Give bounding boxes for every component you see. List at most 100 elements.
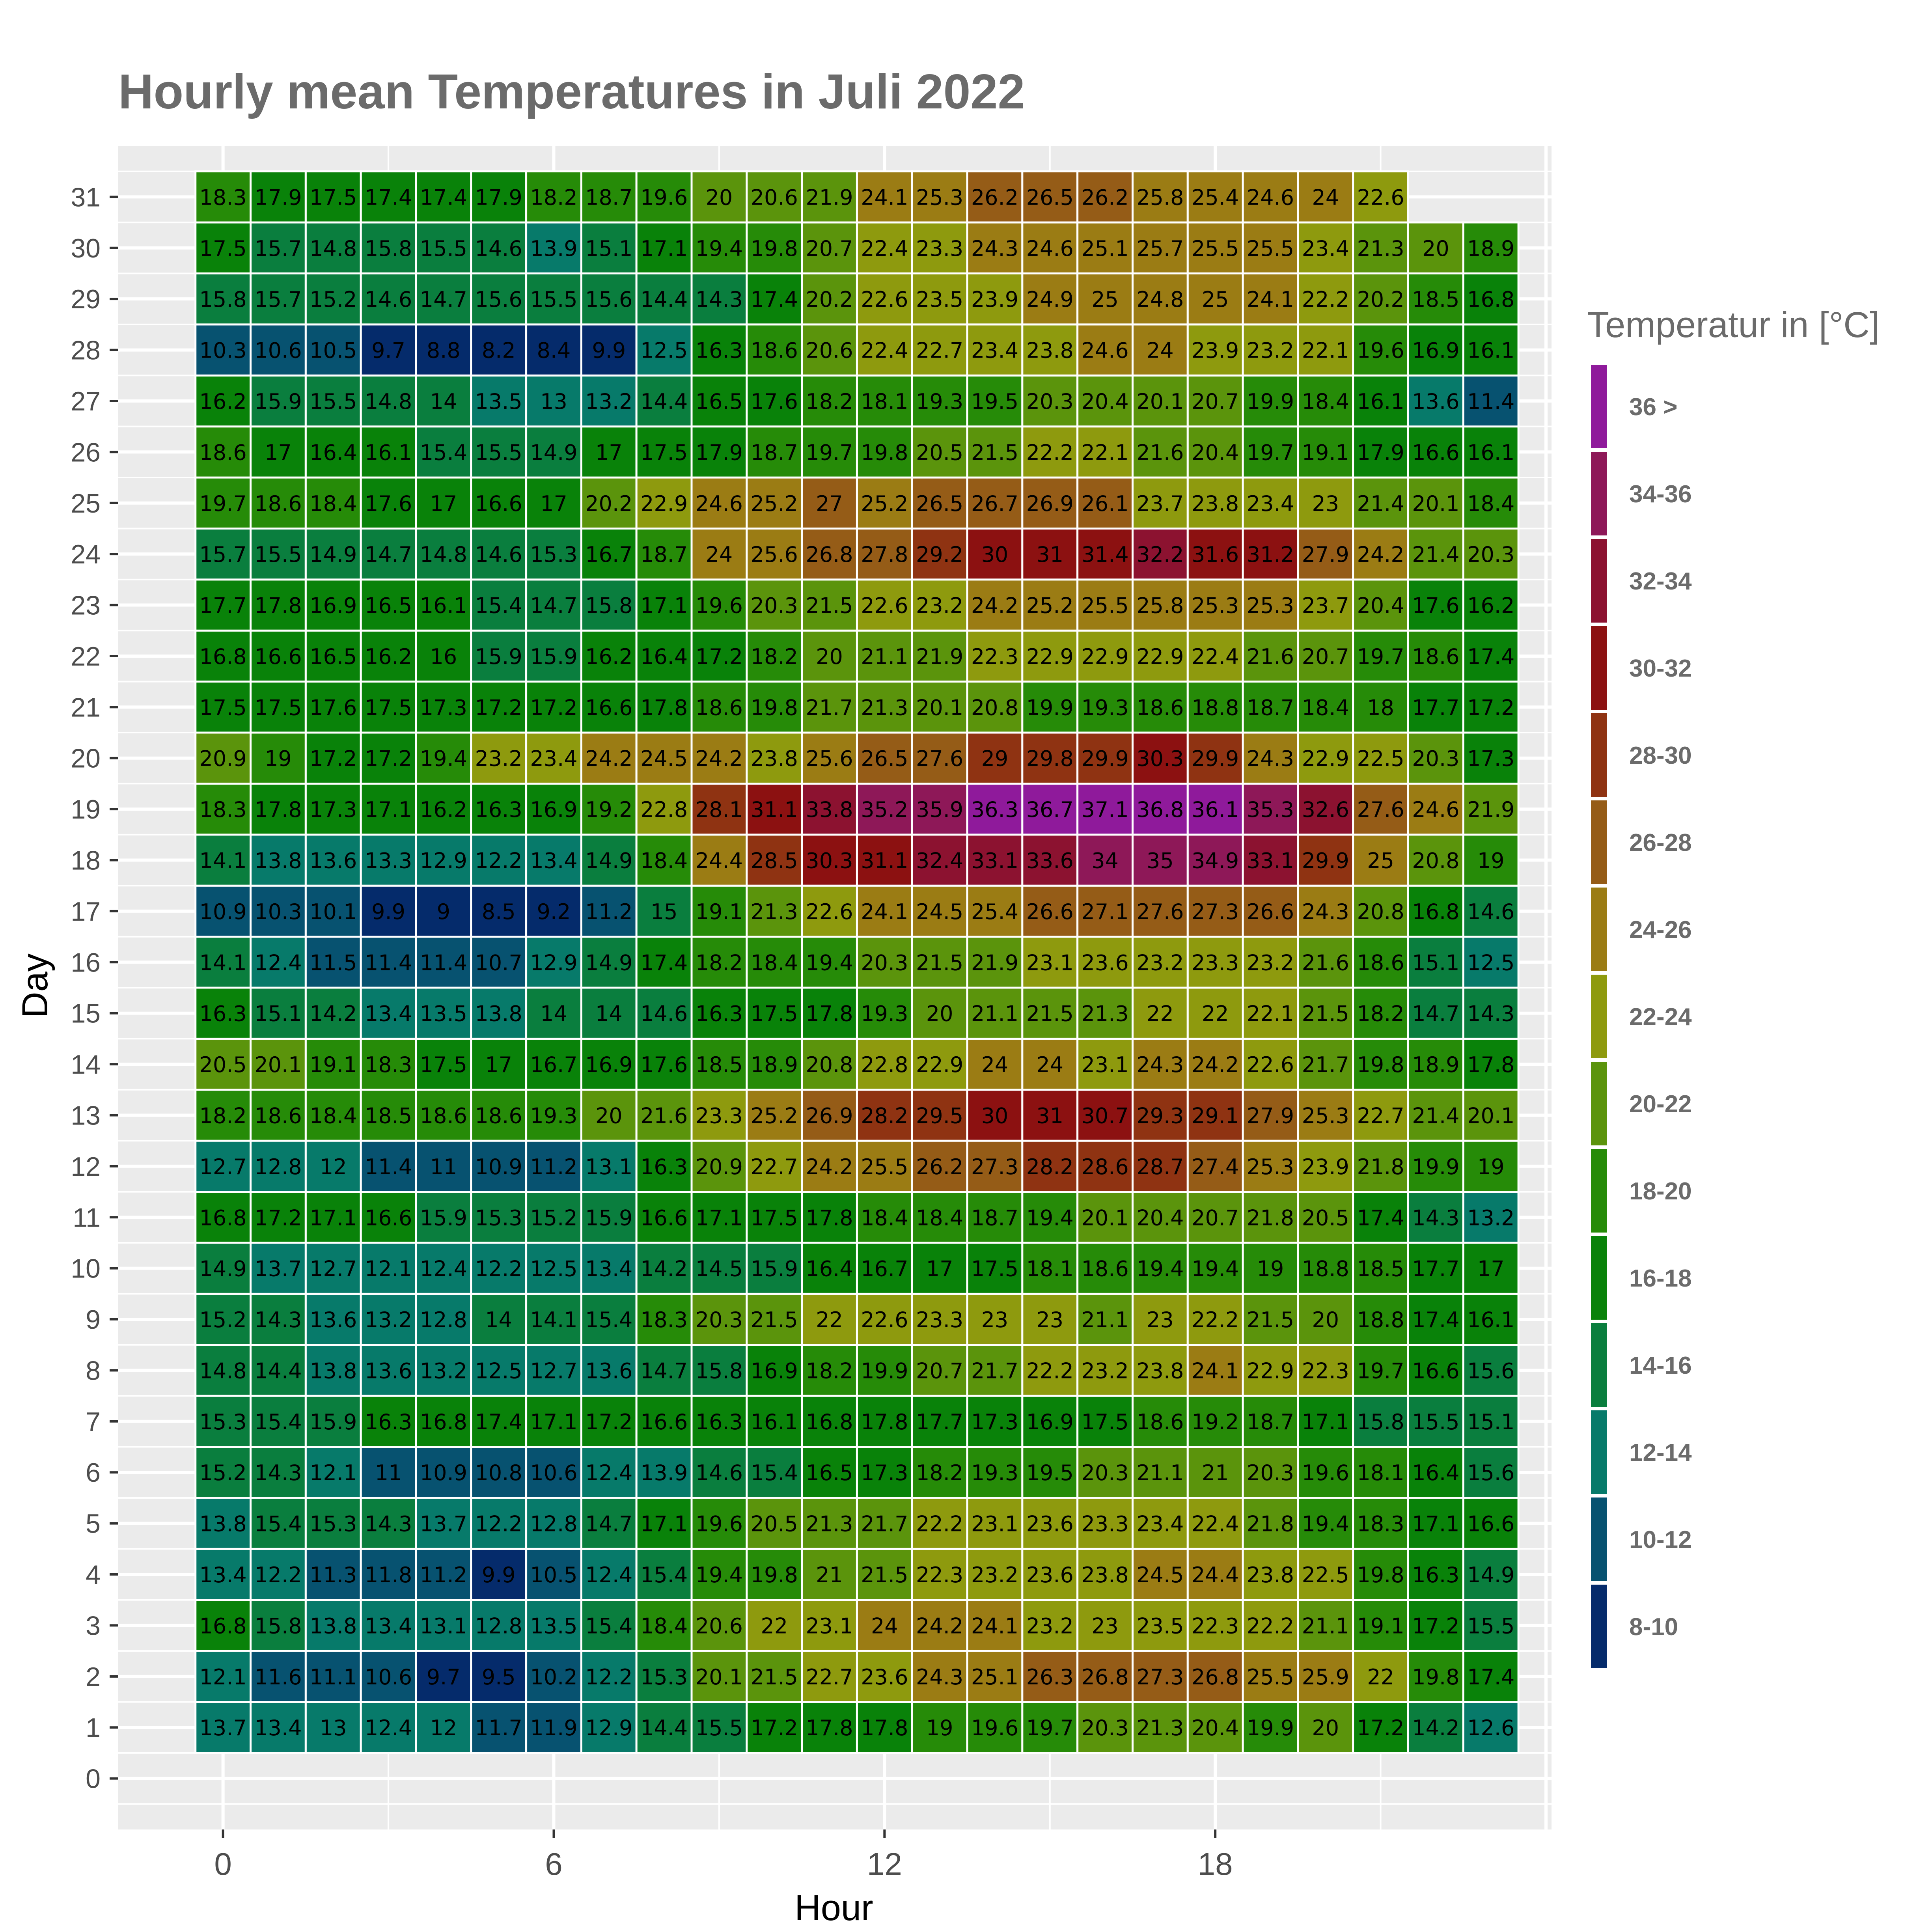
- cell-value-label: 15.1: [585, 236, 632, 261]
- cell-value-label: 20.3: [696, 1307, 743, 1332]
- cell-value-label: 25.3: [1247, 1154, 1294, 1179]
- cell-value-label: 20.7: [1192, 1205, 1239, 1230]
- legend-swatch: [1591, 975, 1607, 1058]
- cell-value-label: 15.5: [1467, 1613, 1514, 1638]
- cell-value-label: 10.3: [254, 899, 302, 924]
- cell-value-label: 22.2: [1247, 1613, 1294, 1638]
- cell-value-label: 20.1: [696, 1665, 743, 1690]
- cell-value-label: 18.9: [1467, 236, 1514, 261]
- cell-value-label: 22.9: [1026, 644, 1074, 669]
- cell-value-label: 8.5: [482, 899, 516, 924]
- cell-value-label: 18.4: [640, 1613, 688, 1638]
- cell-value-label: 14.6: [1467, 899, 1514, 924]
- cell-value-label: 20.4: [1192, 1716, 1239, 1740]
- cell-value-label: 16.4: [640, 644, 688, 669]
- cell-value-label: 13.9: [530, 236, 577, 261]
- cell-value-label: 25.2: [1026, 593, 1074, 618]
- cell-value-label: 17.8: [254, 797, 302, 822]
- cell-value-label: 25: [1367, 849, 1394, 873]
- cell-value-label: 11.4: [1467, 389, 1514, 414]
- cell-value-label: 11.4: [365, 1154, 412, 1179]
- cell-value-label: 21.5: [861, 1563, 908, 1587]
- cell-value-label: 16.3: [696, 1410, 743, 1434]
- cell-value-label: 15.6: [585, 287, 632, 312]
- cell-value-label: 24.3: [1247, 746, 1294, 771]
- cell-value-label: 16.2: [585, 644, 632, 669]
- cell-value-label: 19.7: [1357, 1358, 1404, 1383]
- cell-value-label: 20.2: [1357, 287, 1404, 312]
- cell-value-label: 19.6: [1357, 338, 1404, 363]
- cell-value-label: 30.3: [1136, 746, 1184, 771]
- y-tick-label: 12: [71, 1152, 101, 1182]
- cell-value-label: 12: [320, 1154, 347, 1179]
- cell-value-label: 15.7: [200, 542, 247, 567]
- cell-value-label: 13.2: [420, 1358, 467, 1383]
- cell-value-label: 18.2: [916, 1460, 963, 1485]
- cell-value-label: 18.6: [475, 1103, 522, 1128]
- cell-value-label: 19.4: [806, 950, 853, 975]
- cell-value-label: 10.8: [475, 1460, 522, 1485]
- cell-value-label: 23.1: [971, 1512, 1018, 1537]
- cell-value-label: 28.7: [1136, 1154, 1184, 1179]
- cell-value-label: 32.2: [1136, 542, 1184, 567]
- cell-value-label: 22.1: [1247, 1001, 1294, 1026]
- cell-value-label: 29.1: [1192, 1103, 1239, 1128]
- cell-value-label: 36.3: [971, 797, 1018, 822]
- cell-value-label: 12.4: [420, 1257, 467, 1281]
- cell-value-label: 16.4: [310, 440, 357, 465]
- cell-value-label: 25.8: [1136, 593, 1184, 618]
- cell-value-label: 15.3: [475, 1205, 522, 1230]
- cell-value-label: 9.7: [371, 338, 405, 363]
- cell-value-label: 29.3: [1136, 1103, 1184, 1128]
- cell-value-label: 17: [926, 1257, 953, 1281]
- cell-value-label: 24.5: [916, 899, 963, 924]
- cell-value-label: 13.8: [254, 849, 302, 873]
- cell-value-label: 21.7: [971, 1358, 1018, 1383]
- cell-value-label: 25.8: [1136, 185, 1184, 210]
- cell-value-label: 13.4: [585, 1257, 632, 1281]
- cell-value-label: 12.4: [585, 1563, 632, 1587]
- cell-value-label: 17: [430, 491, 457, 516]
- cell-value-label: 18.2: [530, 185, 577, 210]
- cell-value-label: 24: [1147, 338, 1174, 363]
- cell-value-label: 15.2: [200, 1307, 247, 1332]
- cell-value-label: 15.4: [254, 1410, 302, 1434]
- cell-value-label: 20: [1422, 236, 1449, 261]
- cell-value-label: 18.5: [1412, 287, 1459, 312]
- cell-value-label: 13.8: [200, 1512, 247, 1537]
- cell-value-label: 19.8: [751, 1563, 798, 1587]
- cell-value-label: 22.6: [861, 593, 908, 618]
- cell-value-label: 16.2: [365, 644, 412, 669]
- cell-value-label: 33.1: [971, 849, 1018, 873]
- cell-value-label: 16.8: [420, 1410, 467, 1434]
- cell-value-label: 20.6: [751, 185, 798, 210]
- cell-value-label: 19.4: [696, 1563, 743, 1587]
- cell-value-label: 19: [265, 746, 292, 771]
- cell-value-label: 20.8: [1357, 899, 1404, 924]
- y-tick-label: 1: [86, 1713, 101, 1743]
- cell-value-label: 18.4: [916, 1205, 963, 1230]
- cell-value-label: 23.2: [1081, 1358, 1128, 1383]
- y-tick-label: 23: [71, 591, 101, 621]
- cell-value-label: 22.6: [806, 899, 853, 924]
- y-tick-label: 10: [71, 1254, 101, 1284]
- cell-value-label: 17.4: [475, 1410, 522, 1434]
- legend-label: 10-12: [1629, 1526, 1692, 1553]
- cell-value-label: 27: [816, 491, 843, 516]
- cell-value-label: 20.3: [1081, 1716, 1128, 1740]
- cell-value-label: 23.2: [916, 593, 963, 618]
- cell-value-label: 26.8: [1081, 1665, 1128, 1690]
- cell-value-label: 13.4: [365, 1613, 412, 1638]
- cell-value-label: 25.5: [1192, 236, 1239, 261]
- cell-value-label: 19.8: [1412, 1665, 1459, 1690]
- cell-value-label: 17.4: [1357, 1205, 1404, 1230]
- cell-value-label: 25.7: [1136, 236, 1184, 261]
- cell-value-label: 17.2: [530, 695, 577, 720]
- cell-value-label: 12.1: [310, 1460, 357, 1485]
- legend-label: 16-18: [1629, 1265, 1692, 1292]
- cell-value-label: 15.9: [310, 1410, 357, 1434]
- cell-value-label: 19.6: [1302, 1460, 1349, 1485]
- cell-value-label: 23.2: [475, 746, 522, 771]
- cell-value-label: 19: [926, 1716, 953, 1740]
- cell-value-label: 14.4: [640, 287, 688, 312]
